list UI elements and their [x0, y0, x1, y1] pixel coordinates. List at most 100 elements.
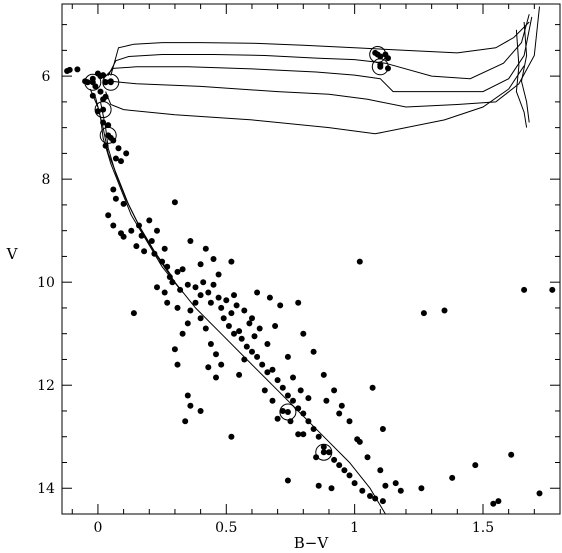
isochrone-line-7: [100, 101, 173, 278]
star-point: [197, 261, 204, 268]
star-point: [369, 384, 376, 391]
star-point: [536, 490, 543, 497]
star-point: [372, 495, 379, 502]
star-point: [74, 66, 81, 73]
star-point: [164, 263, 171, 270]
y-tick-label: 6: [42, 69, 51, 85]
star-point: [277, 302, 284, 309]
star-point: [102, 79, 109, 86]
star-point: [336, 462, 343, 469]
star-point: [449, 474, 456, 481]
star-point: [215, 271, 222, 278]
star-point: [397, 487, 404, 494]
star-point: [338, 402, 345, 409]
star-point: [112, 155, 119, 162]
star-point: [243, 343, 250, 350]
star-point: [215, 294, 222, 301]
star-point: [200, 279, 207, 286]
star-point: [295, 405, 302, 412]
star-point: [238, 335, 245, 342]
star-point: [495, 498, 502, 505]
star-point: [161, 289, 168, 296]
star-point: [154, 284, 160, 291]
star-point: [236, 328, 243, 335]
star-point: [274, 377, 281, 384]
star-point: [341, 467, 348, 474]
star-ring: [84, 73, 102, 91]
tick-layer: 0 0.5 1 1.5 6 8 10 12 14: [37, 4, 561, 536]
star-point: [264, 341, 271, 347]
star-point: [177, 286, 184, 293]
star-ring: [102, 73, 120, 91]
star-point: [218, 304, 225, 311]
star-point: [549, 286, 556, 293]
star-point: [315, 433, 322, 440]
star-point: [89, 92, 96, 99]
star-point: [228, 310, 235, 317]
star-point: [305, 418, 312, 425]
x-tick-label: 1.5: [472, 520, 494, 536]
star-point: [187, 402, 194, 409]
star-point: [154, 227, 160, 234]
star-point: [284, 353, 291, 360]
star-point: [249, 348, 255, 355]
star-point: [174, 304, 181, 311]
star-point: [187, 307, 194, 314]
star-point: [364, 454, 371, 461]
star-point: [313, 454, 320, 461]
star-point: [231, 292, 237, 299]
star-point: [328, 485, 335, 492]
star-point: [379, 498, 386, 505]
star-point: [202, 245, 209, 252]
circled-star-point: [105, 132, 112, 139]
star-point: [133, 243, 140, 250]
circled-star-point: [320, 449, 327, 456]
circled-star-point: [374, 51, 381, 58]
star-ring: [279, 403, 297, 421]
star-point: [179, 330, 186, 337]
star-point: [297, 387, 304, 394]
y-tick-label: 8: [42, 172, 51, 188]
star-point: [118, 158, 124, 165]
star-point: [300, 330, 307, 337]
circled-star-point: [100, 106, 107, 113]
y-axis-label: V: [6, 245, 19, 263]
star-point: [197, 315, 204, 322]
star-point: [356, 438, 363, 445]
star-point: [274, 415, 281, 422]
star-point: [187, 238, 194, 244]
star-point: [184, 281, 191, 288]
plot-frame: [61, 3, 561, 515]
star-point: [110, 222, 117, 229]
star-point: [254, 353, 261, 360]
star-point: [346, 472, 353, 479]
star-point: [182, 418, 189, 425]
star-point: [279, 384, 286, 391]
star-point: [105, 122, 112, 129]
star-point: [261, 387, 268, 394]
star-point: [346, 418, 353, 425]
star-point: [284, 392, 291, 399]
star-point: [385, 55, 391, 62]
star-point: [220, 315, 227, 322]
star-point: [320, 444, 327, 450]
circled-star-point: [377, 63, 384, 70]
star-point: [223, 297, 230, 304]
star-ring: [369, 46, 387, 63]
star-point: [184, 392, 191, 399]
star-point: [279, 408, 286, 414]
star-point: [213, 374, 219, 381]
star-point: [331, 387, 338, 394]
circled-star-point: [89, 79, 96, 86]
star-point: [323, 397, 330, 404]
star-point: [84, 79, 91, 86]
star-point: [174, 268, 181, 275]
star-point: [210, 281, 217, 288]
star-point: [392, 480, 399, 487]
star-point: [256, 325, 263, 332]
star-point: [300, 431, 307, 438]
star-point: [120, 233, 127, 240]
star-point: [241, 356, 248, 363]
star-point: [179, 266, 186, 273]
star-point: [336, 410, 343, 417]
